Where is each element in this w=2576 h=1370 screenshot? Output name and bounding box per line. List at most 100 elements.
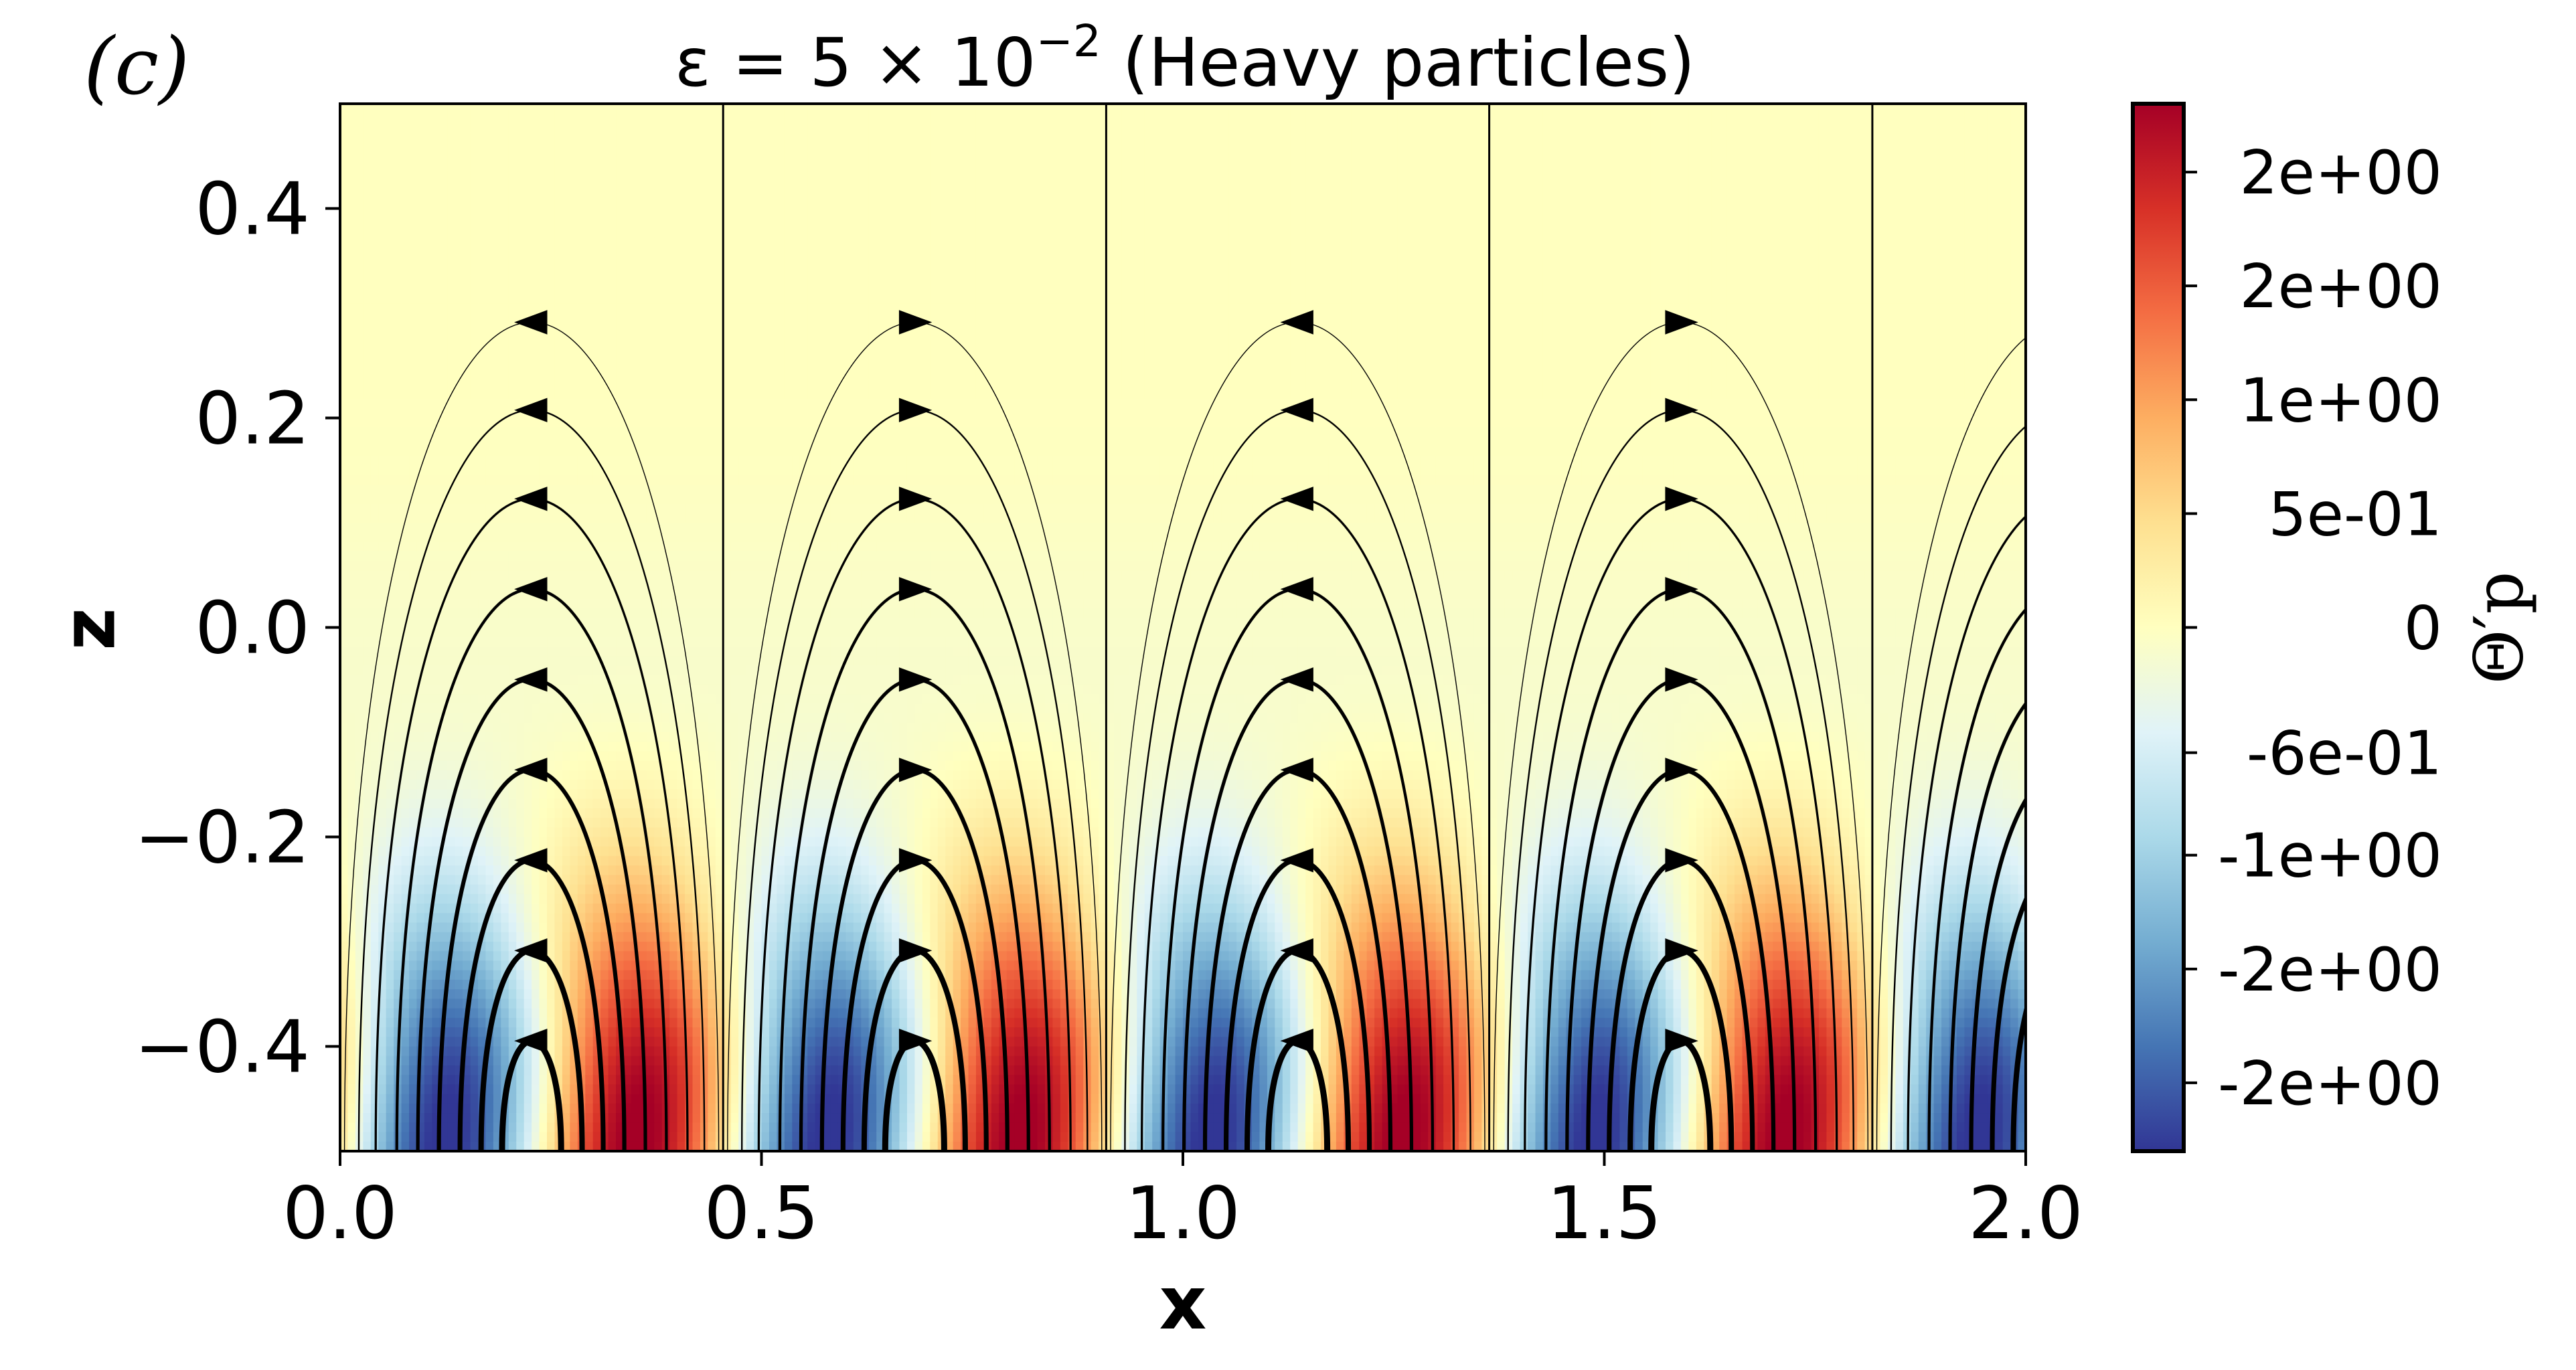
heatmap-cell <box>485 989 494 1000</box>
heatmap-cell <box>661 436 670 447</box>
heatmap-cell <box>661 580 670 590</box>
heatmap-cell <box>416 141 425 152</box>
heatmap-cell <box>654 465 663 476</box>
heatmap-cell <box>532 636 540 647</box>
heatmap-cell <box>631 513 640 523</box>
heatmap-cell <box>516 1075 525 1086</box>
heatmap-cell <box>592 932 601 942</box>
heatmap-cell <box>463 294 471 305</box>
heatmap-cell <box>447 113 456 124</box>
heatmap-cell <box>439 570 449 581</box>
heatmap-cell <box>669 1065 678 1076</box>
heatmap-cell <box>478 341 487 352</box>
heatmap-cell <box>455 303 463 314</box>
heatmap-cell <box>654 675 663 685</box>
heatmap-cell <box>394 523 402 533</box>
heatmap-cell <box>669 1075 678 1086</box>
heatmap-cell <box>378 418 387 428</box>
heatmap-cell <box>501 436 509 447</box>
heatmap-cell <box>677 132 686 143</box>
heatmap-cell <box>516 294 525 305</box>
heatmap-cell <box>370 598 380 609</box>
heatmap-cell <box>363 808 372 819</box>
heatmap-cell <box>447 275 456 286</box>
heatmap-cell <box>470 656 479 667</box>
heatmap-cell <box>455 732 463 743</box>
heatmap-cell <box>470 1046 479 1057</box>
heatmap-cell <box>340 1065 349 1076</box>
heatmap-cell <box>378 1017 387 1028</box>
heatmap-cell <box>455 389 463 400</box>
heatmap-cell <box>516 284 525 295</box>
heatmap-cell <box>570 932 578 942</box>
heatmap-cell <box>363 485 372 495</box>
heatmap-cell <box>455 742 463 752</box>
heatmap-cell <box>394 732 402 743</box>
heatmap-cell <box>661 332 670 343</box>
heatmap-cell <box>401 675 410 685</box>
heatmap-cell <box>447 989 456 1000</box>
heatmap-cell <box>478 551 487 562</box>
heatmap-cell <box>363 332 372 343</box>
heatmap-cell <box>585 523 594 533</box>
heatmap-cell <box>501 332 509 343</box>
heatmap-cell <box>401 827 410 838</box>
heatmap-cell <box>608 732 617 743</box>
heatmap-cell <box>470 199 479 209</box>
heatmap-cell <box>592 789 601 800</box>
heatmap-cell <box>639 189 647 200</box>
heatmap-cell <box>424 732 433 743</box>
heatmap-cell <box>478 646 487 657</box>
heatmap-cell <box>439 418 449 428</box>
heatmap-cell <box>340 1055 349 1066</box>
heatmap-cell <box>677 256 686 266</box>
heatmap-cell <box>577 1008 586 1019</box>
heatmap-cell <box>485 580 494 590</box>
heatmap-cell <box>424 703 433 714</box>
heatmap-cell <box>585 503 594 514</box>
heatmap-cell <box>447 179 456 190</box>
heatmap-cell <box>600 208 609 219</box>
heatmap-cell <box>570 1113 578 1124</box>
heatmap-cell <box>570 313 578 324</box>
heatmap-cell <box>508 427 517 438</box>
heatmap-cell <box>378 170 387 181</box>
heatmap-cell <box>532 798 540 809</box>
heatmap-cell <box>401 475 410 485</box>
heatmap-cell <box>386 751 394 762</box>
heatmap-cell <box>470 570 479 581</box>
heatmap-cell <box>592 408 601 419</box>
heatmap-cell <box>386 1103 394 1114</box>
heatmap-cell <box>532 1122 540 1133</box>
heatmap-cell <box>654 208 663 219</box>
heatmap-cell <box>378 303 387 314</box>
heatmap-cell <box>447 218 456 228</box>
heatmap-cell <box>608 237 617 248</box>
heatmap-cell <box>409 1122 418 1133</box>
heatmap-cell <box>646 1017 655 1028</box>
heatmap-cell <box>623 132 632 143</box>
heatmap-cell <box>386 265 394 276</box>
heatmap-cell <box>570 598 578 609</box>
heatmap-cell <box>631 170 640 181</box>
heatmap-cell <box>424 389 433 400</box>
heatmap-cell <box>547 1017 556 1028</box>
heatmap-cell <box>532 1055 540 1066</box>
heatmap-cell <box>378 532 387 543</box>
heatmap-cell <box>485 294 494 305</box>
heatmap-cell <box>340 113 349 124</box>
heatmap-cell <box>646 742 655 752</box>
heatmap-cell <box>623 999 632 1009</box>
heatmap-cell <box>639 846 647 857</box>
heatmap-cell <box>623 275 632 286</box>
heatmap-cell <box>424 742 433 752</box>
heatmap-cell <box>409 294 418 305</box>
heatmap-cell <box>485 399 494 410</box>
heatmap-cell <box>516 132 525 143</box>
heatmap-cell <box>355 399 364 410</box>
heatmap-cell <box>386 979 394 990</box>
heatmap-cell <box>631 370 640 381</box>
heatmap-cell <box>463 303 471 314</box>
heatmap-cell <box>447 1027 456 1038</box>
heatmap-cell <box>501 827 509 838</box>
